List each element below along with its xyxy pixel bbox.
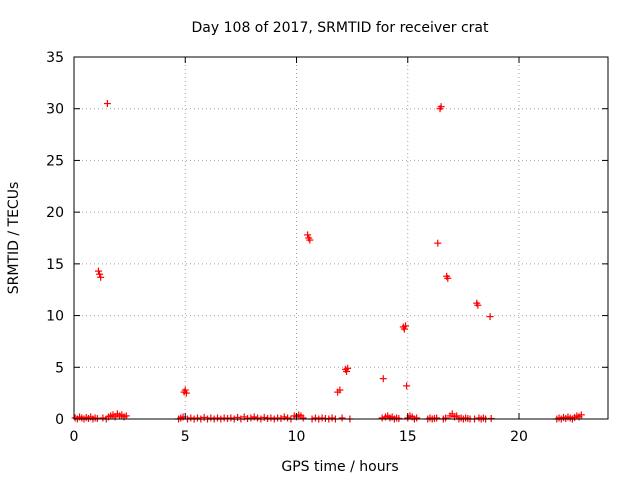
data-point (214, 414, 222, 422)
data-point (227, 414, 235, 422)
data-point (254, 414, 262, 422)
data-point (311, 414, 319, 422)
data-point (103, 100, 111, 108)
data-point (338, 414, 346, 422)
data-point (344, 364, 352, 372)
data-point (187, 414, 195, 422)
data-point (336, 386, 344, 394)
data-point (402, 322, 410, 330)
data-point (395, 414, 403, 422)
x-tick-label: 10 (288, 429, 306, 445)
data-point (487, 414, 495, 422)
data-point (413, 414, 421, 422)
data-point (306, 236, 314, 244)
x-tick-label: 0 (70, 429, 79, 445)
data-point (182, 389, 190, 397)
data-point (437, 103, 445, 111)
data-point (434, 239, 442, 247)
data-point (267, 414, 275, 422)
x-axis-label: GPS time / hours (281, 459, 398, 475)
x-tick-label: 15 (399, 429, 417, 445)
chart-title: Day 108 of 2017, SRMTID for receiver cra… (192, 20, 489, 36)
plot-frame (73, 56, 609, 420)
y-tick-label: 5 (55, 360, 64, 376)
y-tick-label: 0 (55, 412, 64, 428)
y-tick-label: 25 (46, 153, 64, 169)
x-tick-label: 5 (181, 429, 190, 445)
data-point (247, 414, 255, 422)
tick-marks (73, 56, 608, 420)
data-point (304, 231, 312, 239)
data-point (474, 301, 482, 309)
data-point (277, 414, 285, 422)
x-tick-labels: 0 5 10 15 20 (70, 429, 528, 445)
data-point (378, 414, 386, 422)
data-point (260, 413, 268, 421)
data-point (400, 325, 408, 333)
y-axis-label: SRMTID / TECUs (6, 182, 22, 295)
data-point (403, 382, 411, 390)
data-point (442, 414, 450, 422)
y-tick-label: 35 (46, 50, 64, 66)
data-point (193, 414, 201, 422)
data-point (284, 414, 292, 422)
data-point (122, 412, 130, 420)
data-point (94, 267, 102, 275)
data-point (328, 414, 336, 422)
y-tick-label: 30 (46, 102, 64, 118)
data-point (99, 414, 107, 422)
y-tick-label: 15 (46, 257, 64, 273)
x-tick-label: 20 (510, 429, 528, 445)
y-tick-label: 20 (46, 205, 64, 221)
data-point (207, 414, 215, 422)
data-point (234, 413, 242, 421)
data-point (97, 273, 105, 281)
data-point (577, 411, 585, 419)
grid-lines (74, 57, 608, 419)
data-point (379, 375, 387, 383)
data-point (486, 313, 494, 321)
y-tick-labels: 0 5 10 15 20 25 30 35 (46, 50, 64, 428)
data-point (444, 274, 452, 282)
data-point (299, 414, 307, 422)
y-tick-label: 10 (46, 309, 64, 325)
data-point (96, 270, 104, 278)
data-point (343, 367, 351, 375)
data-point (181, 386, 189, 394)
data-point (200, 413, 208, 421)
data-point (433, 414, 441, 422)
